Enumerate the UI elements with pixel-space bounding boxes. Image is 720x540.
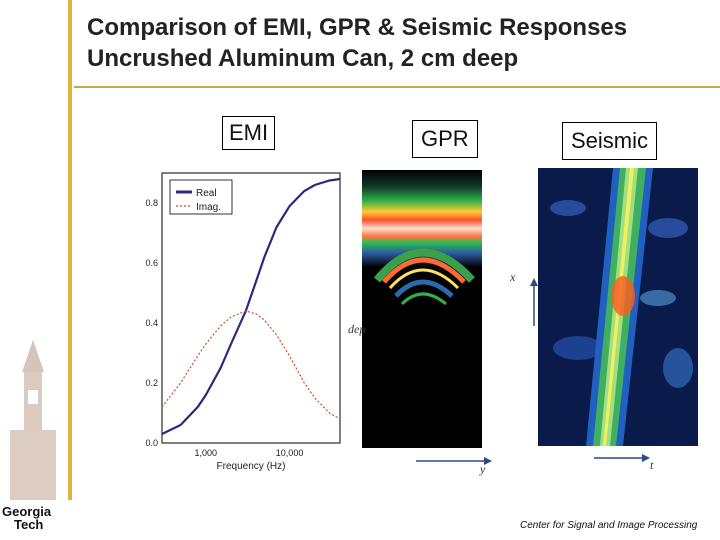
x-tick-label-0: 1,000 bbox=[195, 448, 218, 458]
seismic-image bbox=[538, 168, 698, 446]
y-axis-arrow-icon bbox=[416, 457, 492, 465]
gold-divider bbox=[68, 0, 72, 500]
y-tick-label-2: 0.4 bbox=[145, 318, 158, 328]
y-tick-label-3: 0.6 bbox=[145, 258, 158, 268]
seismic-label: Seismic bbox=[562, 122, 658, 160]
series-line-real bbox=[161, 177, 341, 435]
x-axis-arrow-icon bbox=[530, 278, 538, 326]
gpr-label: GPR bbox=[412, 120, 478, 158]
series-line-imag bbox=[161, 310, 341, 420]
gpr-depth-label: dep bbox=[348, 322, 366, 336]
footer-text: Center for Signal and Image Processing bbox=[520, 520, 698, 531]
y-tick-label-1: 0.2 bbox=[145, 378, 158, 388]
title-underline bbox=[74, 86, 720, 88]
seismic-t-label: t bbox=[650, 458, 654, 472]
legend-real: Real bbox=[196, 188, 217, 199]
title-line-2: Uncrushed Aluminum Can, 2 cm deep bbox=[87, 45, 519, 72]
title-line-1: Comparison of EMI, GPR & Seismic Respons… bbox=[87, 14, 628, 41]
left-sidebar: Georgia Tech bbox=[0, 0, 70, 540]
slide-title: Comparison of EMI, GPR & Seismic Respons… bbox=[87, 12, 707, 74]
x-tick-label-1: 10,000 bbox=[276, 448, 304, 458]
legend-imag: Imag. bbox=[196, 202, 221, 213]
gpr-y-label: y bbox=[480, 462, 486, 476]
y-tick-label-0: 0.0 bbox=[145, 438, 158, 448]
gpr-x-label: x bbox=[510, 270, 516, 284]
georgia-tech-logo: Georgia Tech bbox=[2, 504, 52, 532]
y-tick-label-4: 0.8 bbox=[145, 198, 158, 208]
emi-chart: 0.0 0.2 0.4 0.6 0.8 1,000 10,000 Real Imag. Fr… bbox=[145, 172, 341, 472]
emi-x-axis-label: Frequency (Hz) bbox=[217, 461, 286, 472]
emi-label: EMI bbox=[222, 116, 276, 150]
emi-legend: Real Imag. bbox=[169, 179, 233, 215]
emi-plot-frame bbox=[161, 172, 341, 444]
gpr-image bbox=[362, 170, 482, 448]
t-axis-arrow-icon bbox=[594, 454, 650, 462]
tower-watermark-icon bbox=[10, 340, 56, 500]
